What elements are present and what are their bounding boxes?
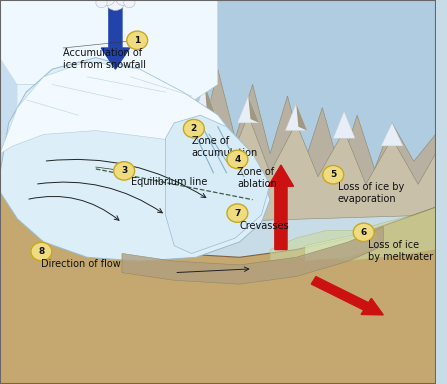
Circle shape (31, 242, 52, 261)
Polygon shape (305, 230, 383, 261)
Polygon shape (285, 104, 307, 131)
Polygon shape (333, 111, 355, 138)
Polygon shape (296, 104, 307, 131)
Polygon shape (270, 207, 435, 261)
Text: 2: 2 (191, 124, 197, 133)
Polygon shape (194, 84, 215, 115)
Circle shape (124, 0, 135, 8)
Polygon shape (0, 0, 52, 173)
Text: 5: 5 (330, 170, 336, 179)
Polygon shape (0, 184, 435, 384)
Text: 6: 6 (361, 228, 367, 237)
Circle shape (100, 0, 115, 5)
Polygon shape (381, 123, 403, 146)
Text: Loss of ice by
evaporation: Loss of ice by evaporation (337, 182, 404, 204)
Polygon shape (165, 115, 270, 253)
Polygon shape (165, 69, 435, 211)
Polygon shape (183, 108, 435, 223)
Circle shape (227, 204, 248, 222)
Circle shape (353, 223, 374, 242)
Text: Zone of
ablation: Zone of ablation (237, 167, 277, 189)
FancyArrow shape (311, 276, 383, 315)
Polygon shape (122, 227, 383, 284)
Circle shape (183, 119, 204, 138)
Circle shape (106, 0, 125, 10)
Polygon shape (0, 58, 270, 261)
Polygon shape (0, 0, 218, 115)
Text: Accumulation of
ice from snowfall: Accumulation of ice from snowfall (63, 48, 146, 70)
Circle shape (96, 0, 107, 8)
Text: 8: 8 (38, 247, 45, 256)
Circle shape (323, 166, 344, 184)
Circle shape (227, 150, 248, 169)
FancyArrow shape (268, 165, 294, 250)
Polygon shape (0, 0, 435, 384)
Text: Direction of flow: Direction of flow (42, 259, 121, 269)
Polygon shape (205, 84, 215, 115)
Polygon shape (237, 96, 259, 123)
Polygon shape (0, 0, 435, 200)
Text: Crevasses: Crevasses (240, 221, 289, 231)
Polygon shape (0, 230, 435, 384)
Polygon shape (0, 58, 17, 173)
Text: 1: 1 (134, 36, 140, 45)
Text: Loss of ice
by meltwater: Loss of ice by meltwater (368, 240, 433, 262)
FancyArrow shape (101, 8, 130, 69)
Circle shape (127, 31, 148, 50)
Text: Zone of
accumulation: Zone of accumulation (192, 136, 258, 158)
Text: 7: 7 (234, 209, 240, 218)
Text: 3: 3 (121, 166, 127, 175)
Circle shape (116, 0, 131, 5)
Circle shape (114, 162, 135, 180)
Polygon shape (0, 61, 235, 154)
Text: Equilibrium line: Equilibrium line (131, 177, 207, 187)
Polygon shape (248, 96, 259, 123)
Text: 4: 4 (234, 155, 240, 164)
